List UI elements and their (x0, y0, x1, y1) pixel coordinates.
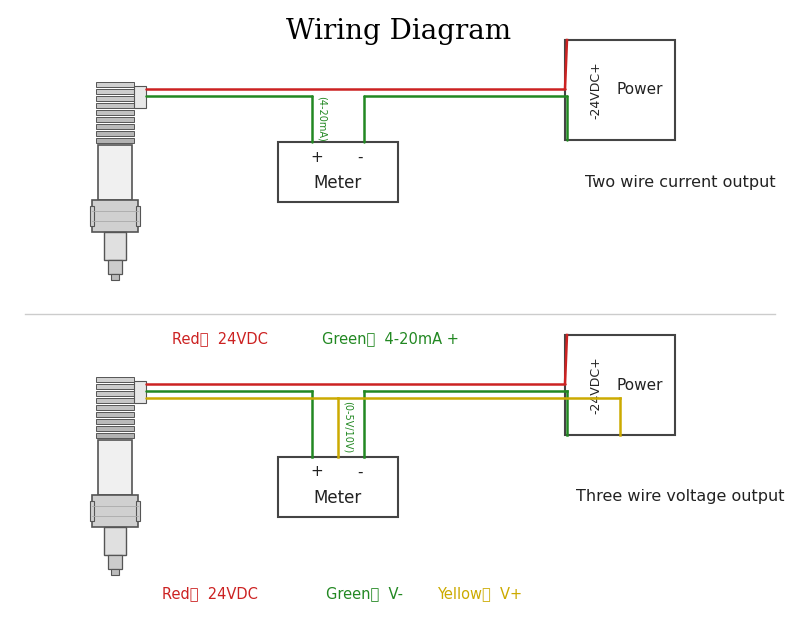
Bar (92, 495, 138, 527)
Bar (96, 131, 134, 136)
Bar (134, 86, 146, 108)
Text: Three wire voltage output: Three wire voltage output (575, 490, 784, 504)
Bar (136, 207, 140, 226)
Text: -24VDC+: -24VDC+ (589, 356, 603, 414)
Bar (104, 527, 126, 555)
Text: Power: Power (617, 377, 663, 392)
Bar (98, 145, 132, 200)
Bar (96, 103, 134, 108)
Text: Meter: Meter (314, 174, 362, 191)
Bar (565, 40, 675, 140)
Bar (96, 426, 134, 431)
Text: Wiring Diagram: Wiring Diagram (286, 18, 511, 45)
Bar (96, 391, 134, 396)
Bar (278, 457, 398, 517)
Text: Yellow：  V+: Yellow： V+ (438, 586, 523, 602)
Bar (108, 555, 122, 569)
Bar (565, 335, 675, 435)
Bar (96, 117, 134, 122)
Bar (96, 384, 134, 389)
Text: -24VDC+: -24VDC+ (589, 61, 603, 119)
Bar (96, 124, 134, 129)
Text: Red：  24VDC: Red： 24VDC (172, 332, 268, 346)
Bar (96, 433, 134, 438)
Bar (96, 419, 134, 424)
Text: Red：  24VDC: Red： 24VDC (162, 586, 258, 602)
Text: (0-5V/10V): (0-5V/10V) (343, 401, 353, 454)
Text: Green：  4-20mA +: Green： 4-20mA + (321, 332, 458, 346)
Text: Two wire current output: Two wire current output (585, 174, 775, 190)
Bar (92, 200, 138, 232)
Text: (4-20mA): (4-20mA) (316, 96, 327, 142)
Bar (96, 412, 134, 417)
Bar (108, 260, 122, 274)
Bar (104, 232, 126, 260)
Bar (111, 569, 119, 575)
Bar (96, 89, 134, 94)
Bar (96, 138, 134, 143)
Bar (136, 501, 140, 521)
Bar (134, 381, 146, 403)
Text: Meter: Meter (314, 489, 362, 507)
Text: +: + (310, 465, 323, 480)
Bar (96, 96, 134, 101)
Bar (90, 501, 94, 521)
Bar (111, 274, 119, 280)
Bar (96, 405, 134, 410)
Text: -: - (357, 150, 363, 164)
Bar (90, 207, 94, 226)
Bar (96, 82, 134, 87)
Text: Power: Power (617, 83, 663, 97)
Text: Green：  V-: Green： V- (327, 586, 403, 602)
Bar (278, 142, 398, 202)
Bar (96, 110, 134, 115)
Bar (96, 398, 134, 403)
Bar (96, 377, 134, 382)
Text: +: + (310, 150, 323, 164)
Text: -: - (357, 465, 363, 480)
Bar (98, 440, 132, 495)
